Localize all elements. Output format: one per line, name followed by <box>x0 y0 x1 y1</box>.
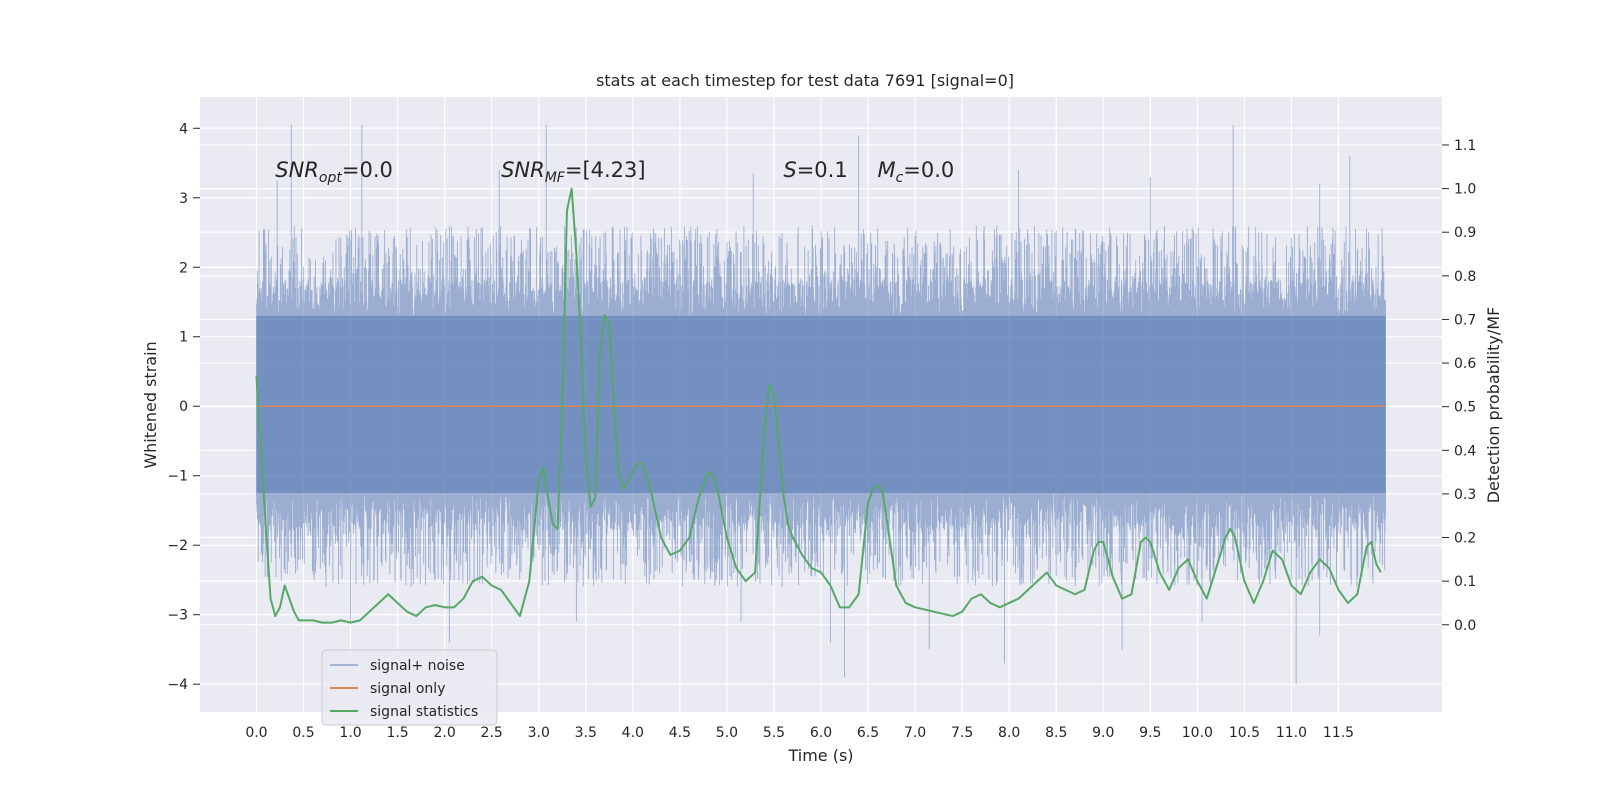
axis-layer: 0.0 0.5 1.0 1.5 2.0 2.5 3.0 3.5 4.0 4.5 5.0 5.5 6.0 6… <box>167 121 1476 741</box>
annotation-layer: SNRopt=0.0 SNRMF=[4.23] S=0.1 Mc=0.0 <box>275 158 954 186</box>
x-tick-label: 10.5 <box>1229 725 1260 741</box>
legend-label: signal only <box>370 681 445 697</box>
y-tick-label: 1 <box>179 330 188 346</box>
x-tick-label: 2.0 <box>434 725 456 741</box>
y-tick-label: −4 <box>167 677 188 693</box>
y-axis-label: Whitened strain <box>141 341 160 468</box>
x-tick-label: 8.0 <box>998 725 1020 741</box>
y-right-tick-label: 0.3 <box>1454 487 1476 503</box>
signal-noise-series <box>256 124 1386 685</box>
y-right-tick-label: 0.6 <box>1454 356 1476 372</box>
x-tick-label: 4.0 <box>622 725 644 741</box>
y-right-tick-label: 1.0 <box>1454 182 1476 198</box>
x-tick-label: 10.0 <box>1182 725 1213 741</box>
x-tick-label: 7.0 <box>904 725 926 741</box>
y-right-tick-label: 0.9 <box>1454 225 1476 241</box>
legend-box <box>321 649 498 726</box>
x-tick-label: 5.5 <box>763 725 785 741</box>
chart-title: stats at each timestep for test data 769… <box>596 71 1014 90</box>
x-tick-label: 8.5 <box>1045 725 1067 741</box>
x-tick-label: 11.5 <box>1323 725 1354 741</box>
y-tick-label: −3 <box>167 608 188 624</box>
y-tick-label: 0 <box>179 399 188 415</box>
x-tick-label: 1.0 <box>339 725 361 741</box>
legend-label: signal statistics <box>370 704 478 720</box>
x-tick-label: 6.0 <box>810 725 832 741</box>
annotation-text: S=0.1 <box>783 158 847 182</box>
y-tick-label: 3 <box>179 191 188 207</box>
annotation-text: SNRMF=[4.23] <box>501 158 646 186</box>
x-tick-label: 0.5 <box>292 725 314 741</box>
annotation-text: SNRopt=0.0 <box>275 158 393 186</box>
legend: signal+ noise signal only signal statistic… <box>321 649 498 726</box>
y-right-axis-label: Detection probability/MF <box>1484 307 1503 504</box>
y-right-tick-label: 0.5 <box>1454 400 1476 416</box>
x-tick-label: 3.5 <box>575 725 597 741</box>
y-right-tick-label: 0.1 <box>1454 574 1476 590</box>
y-right-tick-label: 0.2 <box>1454 531 1476 547</box>
annotation-text: Mc=0.0 <box>877 158 954 186</box>
x-tick-label: 6.5 <box>857 725 879 741</box>
y-right-tick-label: 0.7 <box>1454 312 1476 328</box>
x-tick-label: 2.5 <box>481 725 503 741</box>
y-right-tick-label: 0.0 <box>1454 618 1476 634</box>
y-right-tick-label: 0.8 <box>1454 269 1476 285</box>
x-tick-label: 11.0 <box>1276 725 1307 741</box>
y-tick-label: −2 <box>167 538 188 554</box>
y-tick-label: 2 <box>179 260 188 276</box>
x-tick-label: 1.5 <box>386 725 408 741</box>
x-tick-label: 7.5 <box>951 725 973 741</box>
y-right-tick-label: 1.1 <box>1454 138 1476 154</box>
y-tick-label: 4 <box>179 121 188 137</box>
x-tick-label: 4.5 <box>669 725 691 741</box>
x-tick-label: 0.0 <box>245 725 267 741</box>
y-tick-label: −1 <box>167 469 188 485</box>
line-layer <box>255 187 1386 624</box>
x-axis-label: Time (s) <box>787 746 853 765</box>
legend-label: signal+ noise <box>370 658 465 674</box>
x-tick-label: 3.0 <box>528 725 550 741</box>
x-tick-label: 5.0 <box>716 725 738 741</box>
signal-noise-trace <box>256 124 1386 685</box>
x-tick-label: 9.5 <box>1139 725 1161 741</box>
signal-statistics-line <box>255 187 1382 624</box>
y-right-tick-label: 0.4 <box>1454 443 1476 459</box>
x-tick-label: 9.0 <box>1092 725 1114 741</box>
